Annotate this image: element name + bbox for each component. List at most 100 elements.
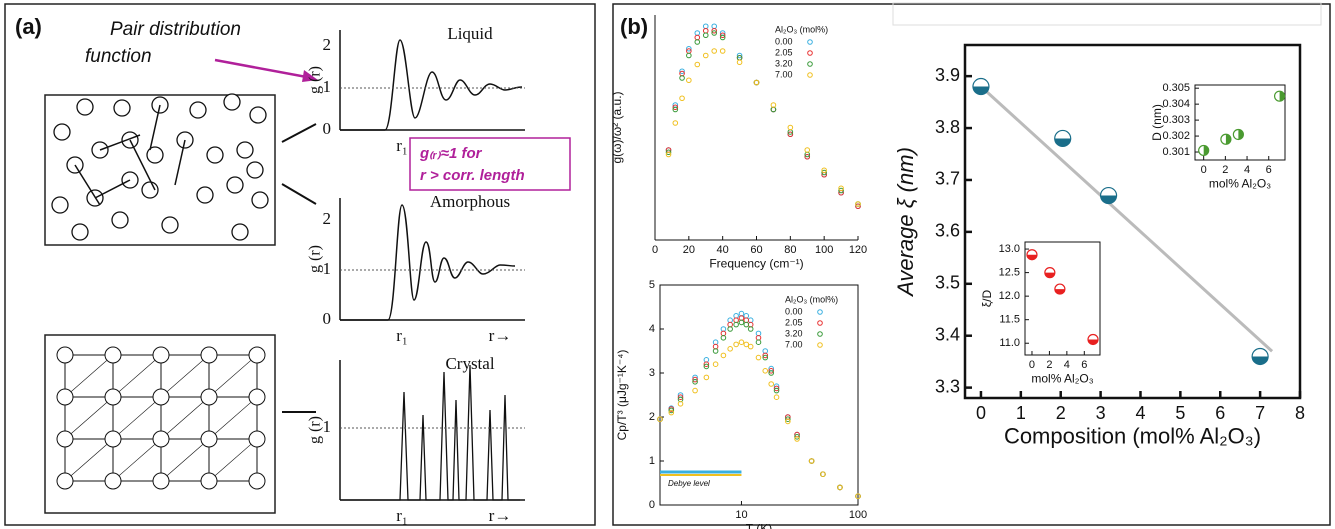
data-point [768,368,775,374]
x-axis-label: mol% Al₂O₃ [1031,371,1093,385]
y-tick-label: 1 [649,455,655,467]
x-label: r₁ [396,136,408,155]
legend-marker [817,342,823,348]
y-tick-label: 5 [649,279,655,291]
data-point [787,131,794,138]
lattice-line [208,438,258,482]
gr-crystal [340,364,520,501]
legend-label: 3.20 [785,328,803,338]
data-point [738,319,745,326]
data-point [679,75,685,81]
plot-title: Crystal [445,354,494,373]
y-tick-label: 2 [323,35,332,54]
data-point [794,434,800,440]
data-point [755,354,762,361]
atom [246,161,264,179]
data-point [733,341,739,348]
data-point [794,436,800,442]
data-point [787,124,794,131]
x-tick-label: 0 [652,244,658,256]
lattice-atom [104,472,122,490]
data-point [838,185,844,192]
marker-half [1088,339,1099,345]
data-point [692,379,698,385]
legend-title: Al₂O₃ (mol%) [775,24,828,34]
legend-marker [817,320,823,326]
lattice-atom [104,346,122,364]
y-axis-label: Cp/T³ (μJg⁻¹K⁻⁴) [615,350,629,441]
data-point [686,45,692,52]
lattice-atom [200,430,218,448]
data-point [762,352,769,359]
y-tick-label: 0 [649,499,655,511]
atom [53,123,71,141]
data-point [855,493,861,500]
data-point [692,376,698,383]
plot-frame [1024,241,1101,356]
x-tick-label: 0 [1029,359,1035,371]
marker-half [1252,356,1269,365]
data-point [677,401,684,407]
bond-arrow [149,104,161,151]
note: g₍ᵣ₎≈1 for [419,145,483,162]
data-point [679,95,685,102]
y-tick-label: 3 [649,367,655,379]
legend-label: 0.00 [775,36,793,46]
y-tick-label: 3.8 [935,117,960,137]
data-point [762,368,769,374]
data-point [838,187,844,194]
gr-liquid [340,39,523,131]
arrow-head [302,70,318,82]
fit-line [979,85,1274,353]
legend-title: Al₂O₃ (mol%) [785,294,838,304]
annotation: Debye level [668,479,710,488]
gr-amorphous [340,204,516,321]
data-point [821,167,827,174]
panel-a-frame [4,3,596,526]
data-point [692,387,698,394]
y-axis-label: ξ/D [980,289,994,307]
x-tick-label: 3 [1096,403,1106,423]
lattice-atom [248,430,266,448]
data-point [821,169,827,176]
data-point [672,106,679,113]
legend-marker [807,39,813,45]
x-tick-label: 5 [1175,403,1185,423]
marker-half [1279,91,1285,102]
y-tick-label: 0 [323,309,332,328]
marker-half [1026,254,1037,260]
y-tick-label: 12.5 [999,267,1020,279]
x-axis-label: T (K) [746,521,772,529]
note-box [409,137,571,191]
legend-marker [807,61,813,67]
x-axis-label: mol% Al₂O₃ [1209,176,1271,190]
data-point [711,27,718,34]
data-point [747,326,754,332]
lattice-atom [152,472,170,490]
lattice-line [64,438,114,482]
x-tick-label: 20 [683,244,695,256]
x-tick-label: 4 [1135,403,1145,423]
data-point [753,79,760,86]
separator [892,2,1322,26]
legend-label: 2.05 [775,47,793,57]
data-point [665,151,672,158]
atom [76,98,94,116]
y-tick-label: 12.0 [999,290,1020,302]
y-tick-label: 2 [649,411,655,423]
annotation: function [85,46,152,67]
y-tick-label: 3.4 [935,324,960,344]
x-tick-label: 100 [815,244,833,256]
data-point [773,387,780,394]
data-point [855,203,861,210]
crystal-box [44,334,276,514]
annotation: Pair distribution [110,19,241,40]
data-point [733,321,739,328]
x-label: r₁ [396,326,408,345]
legend-marker [807,50,813,56]
y-tick-label: 11.5 [999,314,1020,326]
atom [206,146,224,164]
atom [51,196,69,214]
data-point [768,381,775,387]
atom [111,211,129,229]
